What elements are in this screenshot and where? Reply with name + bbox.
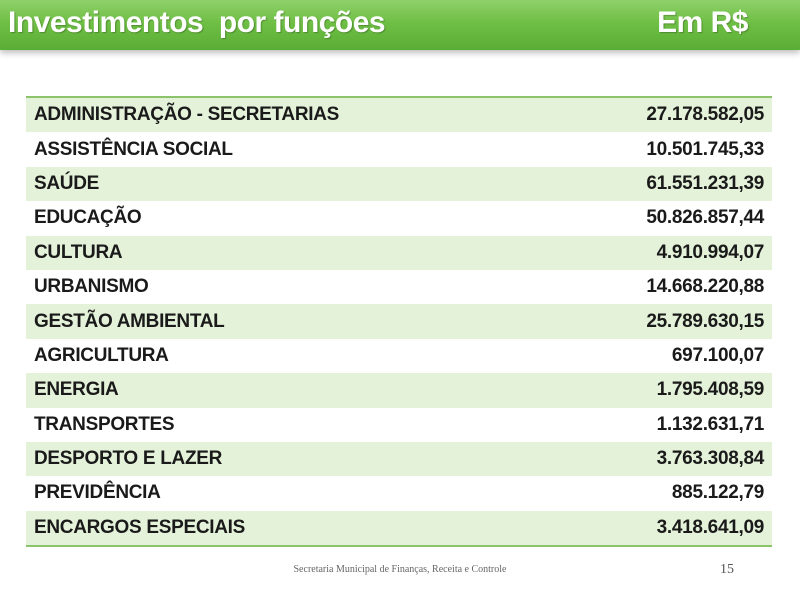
currency-unit: Em R$ <box>657 6 748 39</box>
table-row: URBANISMO 14.668.220,88 <box>26 269 772 305</box>
function-label: ADMINISTRAÇÃO - SECRETARIAS <box>34 104 340 126</box>
table-row: PREVIDÊNCIA 885.122,79 <box>26 476 772 511</box>
amount-value: 14.668.220,88 <box>646 276 764 298</box>
table-row: ASSISTÊNCIA SOCIAL 10.501.745,33 <box>26 132 772 167</box>
investments-table: ADMINISTRAÇÃO - SECRETARIAS 27.178.582,0… <box>26 96 772 548</box>
page-number: 15 <box>720 562 734 577</box>
table-row: AGRICULTURA 697.100,07 <box>26 338 772 374</box>
table-row: EDUCAÇÃO 50.826.857,44 <box>26 201 772 236</box>
amount-value: 1.132.631,71 <box>656 413 765 435</box>
amount-value: 3.418.641,09 <box>656 516 765 538</box>
function-label: DESPORTO E LAZER <box>34 448 223 470</box>
amount-value: 4.910.994,07 <box>656 241 765 263</box>
slide-title: Investimentos por funções <box>8 6 386 39</box>
title-bar: Investimentos por funções Em R$ <box>0 0 800 50</box>
table-row: GESTÃO AMBIENTAL 25.789.630,15 <box>26 304 772 339</box>
function-label: ENCARGOS ESPECIAIS <box>34 516 246 538</box>
function-label: CULTURA <box>34 241 123 263</box>
table-row: ENERGIA 1.795.408,59 <box>26 373 772 408</box>
amount-value: 61.551.231,39 <box>646 172 764 194</box>
function-label: ASSISTÊNCIA SOCIAL <box>34 138 233 160</box>
function-label: TRANSPORTES <box>34 413 175 435</box>
table-row: SAÚDE 61.551.231,39 <box>26 166 772 202</box>
table-row: ADMINISTRAÇÃO - SECRETARIAS 27.178.582,0… <box>26 98 772 133</box>
function-label: GESTÃO AMBIENTAL <box>34 310 225 332</box>
footer-department: Secretaria Municipal de Finanças, Receit… <box>293 564 507 575</box>
amount-value: 25.789.630,15 <box>646 310 764 332</box>
table-row: CULTURA 4.910.994,07 <box>26 235 772 270</box>
table-row: TRANSPORTES 1.132.631,71 <box>26 407 772 442</box>
amount-value: 697.100,07 <box>671 344 764 366</box>
function-label: EDUCAÇÃO <box>34 207 142 229</box>
table-row: ENCARGOS ESPECIAIS 3.418.641,09 <box>26 510 772 546</box>
amount-value: 10.501.745,33 <box>646 138 764 160</box>
amount-value: 885.122,79 <box>671 482 764 504</box>
function-label: ENERGIA <box>34 379 119 401</box>
table-row: DESPORTO E LAZER 3.763.308,84 <box>26 441 772 477</box>
function-label: URBANISMO <box>34 276 149 298</box>
amount-value: 27.178.582,05 <box>646 104 764 126</box>
function-label: AGRICULTURA <box>34 344 169 366</box>
function-label: PREVIDÊNCIA <box>34 482 161 504</box>
amount-value: 50.826.857,44 <box>646 207 764 229</box>
amount-value: 1.795.408,59 <box>656 379 765 401</box>
function-label: SAÚDE <box>34 172 100 194</box>
amount-value: 3.763.308,84 <box>656 448 765 470</box>
